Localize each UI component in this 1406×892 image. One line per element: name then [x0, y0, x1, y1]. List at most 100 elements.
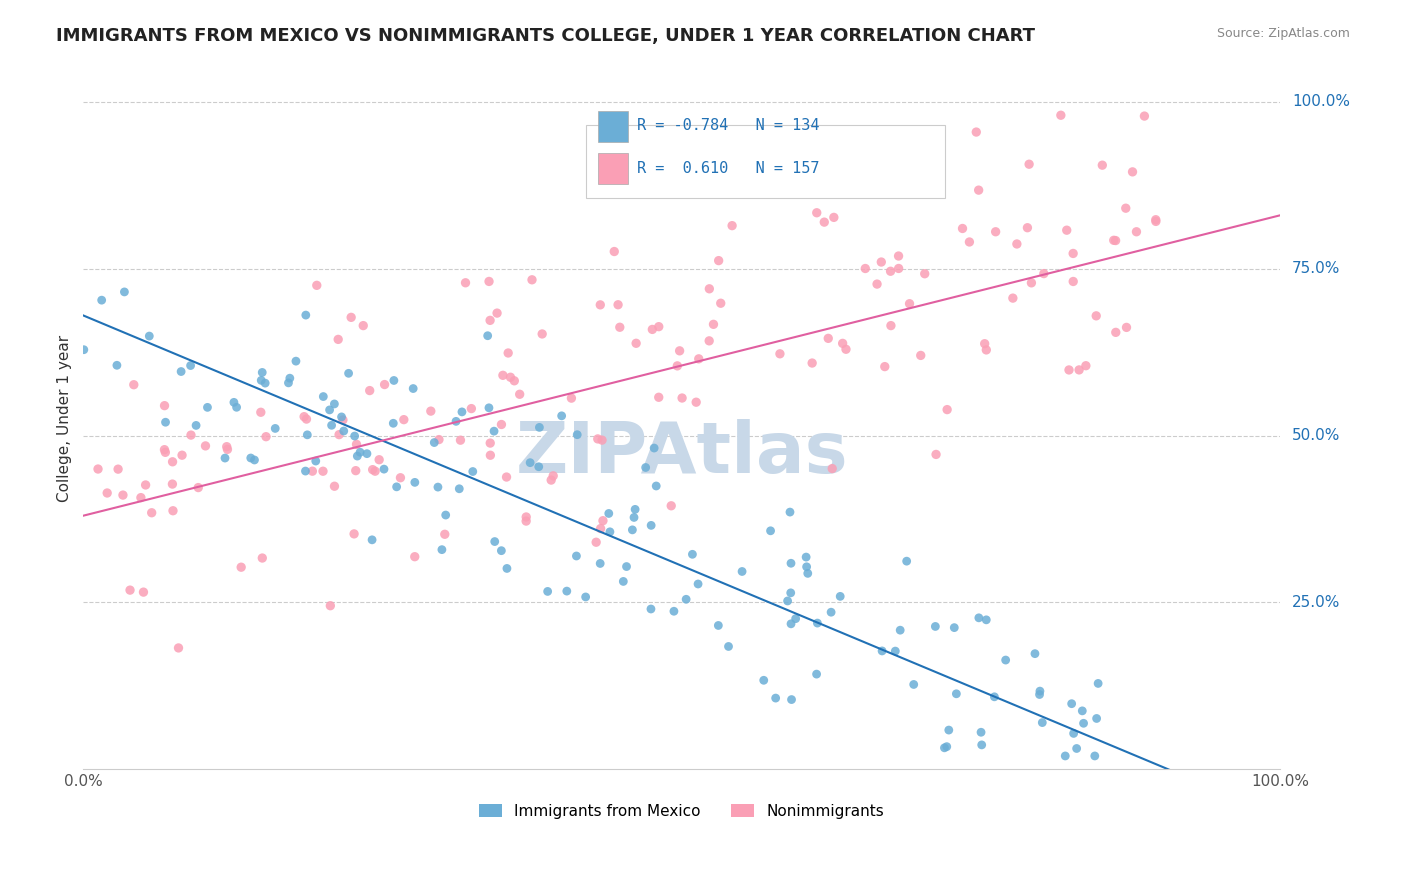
Point [731, 565, 754, 579]
Point [794, 550, 817, 565]
Point [374, 377, 396, 392]
Point [529, 420, 551, 434]
Point [666, 359, 689, 373]
Point [769, 347, 792, 361]
Point [1073, 716, 1095, 731]
Point [482, 424, 505, 438]
Point [1050, 108, 1073, 122]
Point [264, 421, 287, 435]
Point [585, 535, 607, 549]
Text: ZIPAtlas: ZIPAtlas [515, 419, 848, 489]
Point [479, 448, 502, 462]
Point [305, 454, 328, 468]
Point [1060, 697, 1083, 711]
Point [361, 463, 384, 477]
Point [343, 527, 366, 541]
Point [73, 343, 96, 357]
Point [484, 534, 506, 549]
Point [668, 343, 690, 358]
Point [180, 428, 202, 442]
Point [385, 480, 408, 494]
Point [496, 561, 519, 575]
Point [925, 447, 948, 461]
Point [1067, 363, 1090, 377]
Point [866, 177, 889, 191]
Point [1133, 109, 1156, 123]
Text: 75.0%: 75.0% [1292, 261, 1340, 277]
Point [685, 395, 707, 409]
Point [914, 267, 936, 281]
Point [392, 412, 415, 426]
Point [634, 460, 657, 475]
Point [607, 298, 630, 312]
Point [624, 336, 647, 351]
Point [721, 171, 744, 186]
Point [957, 235, 980, 249]
Point [779, 505, 801, 519]
Point [575, 590, 598, 604]
Point [503, 374, 526, 388]
Point [243, 453, 266, 467]
Point [806, 616, 828, 631]
Point [817, 331, 839, 345]
Point [346, 437, 368, 451]
Point [898, 296, 921, 310]
Point [717, 640, 740, 654]
Point [215, 440, 238, 454]
Point [648, 390, 671, 404]
Point [589, 522, 612, 536]
Point [707, 253, 730, 268]
Point [1005, 237, 1028, 252]
Point [1054, 748, 1077, 763]
Point [141, 506, 163, 520]
Point [1024, 647, 1046, 661]
Point [779, 586, 801, 600]
Point [621, 523, 644, 537]
Point [831, 336, 853, 351]
Point [1084, 748, 1107, 763]
Point [765, 691, 787, 706]
Point [707, 618, 730, 632]
Point [519, 456, 541, 470]
Point [187, 481, 209, 495]
Point [1091, 158, 1114, 172]
Point [344, 464, 367, 478]
Point [565, 549, 588, 563]
Point [356, 447, 378, 461]
Point [129, 491, 152, 505]
Point [364, 464, 387, 478]
Point [1074, 359, 1097, 373]
Point [404, 549, 426, 564]
Point [495, 470, 517, 484]
Point [697, 334, 720, 348]
Point [509, 387, 531, 401]
Point [1087, 676, 1109, 690]
Point [780, 692, 803, 706]
Point [550, 409, 572, 423]
Point [910, 348, 932, 362]
Point [305, 278, 328, 293]
Point [319, 599, 342, 613]
Point [278, 371, 301, 385]
Point [935, 739, 957, 754]
Point [879, 264, 901, 278]
Point [591, 433, 613, 447]
Point [254, 376, 277, 391]
Point [567, 427, 589, 442]
Point [887, 249, 910, 263]
Point [835, 343, 858, 357]
Point [776, 594, 799, 608]
Point [970, 725, 993, 739]
Point [122, 377, 145, 392]
Point [1018, 157, 1040, 171]
Point [479, 436, 502, 450]
Legend: Immigrants from Mexico, Nonimmigrants: Immigrants from Mexico, Nonimmigrants [472, 797, 890, 825]
Point [328, 332, 350, 346]
Point [797, 566, 820, 581]
Point [934, 740, 956, 755]
Point [1115, 201, 1137, 215]
Point [555, 584, 578, 599]
Y-axis label: College, Under 1 year: College, Under 1 year [58, 335, 72, 502]
Point [752, 673, 775, 688]
Point [624, 502, 647, 516]
